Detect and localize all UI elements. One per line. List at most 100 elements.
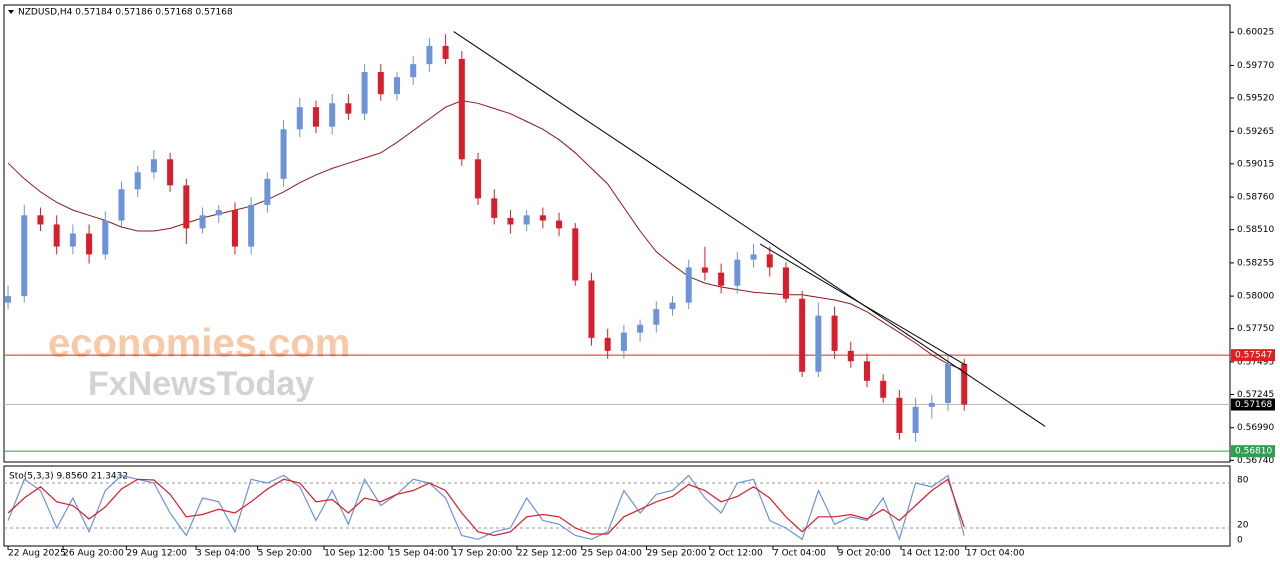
y-tick-label: 0.59265 xyxy=(1237,127,1274,137)
candle-body xyxy=(620,332,627,351)
candle-body xyxy=(215,210,222,216)
candle-body xyxy=(475,159,482,199)
candle-body xyxy=(782,267,789,299)
candle-body xyxy=(329,103,336,127)
y-tick-label: 0.57245 xyxy=(1237,390,1274,400)
candle-body xyxy=(815,315,822,372)
candle-body xyxy=(312,107,319,127)
x-tick-label: 17 Oct 04:00 xyxy=(966,549,1025,559)
x-tick-label: 2 Oct 12:00 xyxy=(710,549,763,559)
candle-body xyxy=(231,210,238,247)
candle-body xyxy=(847,350,854,362)
y-tick-label: 0.59015 xyxy=(1237,159,1274,169)
y-tick-label: 0.58255 xyxy=(1237,258,1274,268)
indicator-title: Sto(5,3,3) 9.8560 21.3432 xyxy=(9,472,128,482)
y-tick-label: 0.57495 xyxy=(1237,357,1274,367)
y-tick-label: 0.58760 xyxy=(1237,193,1274,203)
candle-body xyxy=(945,363,952,403)
y-tick-label: 0.58000 xyxy=(1237,292,1274,302)
watermark: FxNewsToday xyxy=(88,365,314,403)
y-tick-label: 0.59770 xyxy=(1237,61,1274,71)
menu-arrow xyxy=(8,10,14,14)
candle-body xyxy=(264,178,271,205)
candle-body xyxy=(491,198,498,218)
x-tick-label: 29 Aug 12:00 xyxy=(126,549,187,559)
candle-body xyxy=(766,254,773,268)
x-tick-label: 17 Sep 20:00 xyxy=(452,549,512,559)
candle-body xyxy=(69,233,76,247)
y-tick-label: 0.57750 xyxy=(1237,324,1274,334)
candle-body xyxy=(5,296,12,303)
candle-body xyxy=(410,64,417,78)
candle-body xyxy=(880,380,887,398)
x-tick-label: 25 Sep 04:00 xyxy=(582,549,642,559)
x-tick-label: 7 Oct 04:00 xyxy=(773,549,826,559)
x-tick-label: 29 Sep 20:00 xyxy=(647,549,707,559)
candle-body xyxy=(280,129,287,179)
candle-body xyxy=(134,172,141,190)
candle-body xyxy=(426,45,433,65)
candle-body xyxy=(701,267,708,273)
candle-body xyxy=(539,215,546,221)
trendline xyxy=(453,31,1046,427)
x-tick-label: 26 Aug 20:00 xyxy=(63,549,124,559)
candle-body xyxy=(912,406,919,433)
level-tag xyxy=(1231,349,1275,362)
level-tag xyxy=(1231,398,1275,411)
candle-body xyxy=(831,315,838,351)
candle-body xyxy=(102,220,109,255)
y-tick-label: 0.60025 xyxy=(1237,28,1274,38)
candle-body xyxy=(961,363,968,405)
candle-body xyxy=(21,215,28,297)
chart-title: NZDUSD,H4 0.57184 0.57186 0.57168 0.5716… xyxy=(18,8,233,18)
candle-body xyxy=(118,189,125,221)
candle-body xyxy=(248,204,255,247)
candle-body xyxy=(296,107,303,130)
candle-body xyxy=(799,298,806,372)
x-tick-label: 3 Sep 04:00 xyxy=(196,549,251,559)
main-frame xyxy=(3,4,1231,463)
candle-body xyxy=(507,217,514,225)
candle-body xyxy=(183,185,190,229)
candle-body xyxy=(928,402,935,407)
candle-body xyxy=(588,280,595,338)
stochastic-line xyxy=(7,474,965,542)
trendline xyxy=(759,243,967,366)
candle-body xyxy=(734,259,741,286)
candle-body xyxy=(361,71,368,114)
level-label: 0.57168 xyxy=(1235,400,1272,410)
candle-body xyxy=(37,215,44,225)
x-tick-label: 5 Sep 20:00 xyxy=(258,549,313,559)
x-tick-label: 10 Sep 12:00 xyxy=(324,549,384,559)
candle-body xyxy=(863,361,870,381)
y-tick-label: 0.59520 xyxy=(1237,94,1274,104)
level-tag xyxy=(1231,445,1275,458)
x-tick-label: 14 Oct 12:00 xyxy=(901,549,960,559)
candle-body xyxy=(653,309,660,325)
y-tick-label: 0.56740 xyxy=(1237,456,1274,466)
candle-body xyxy=(669,302,676,310)
candle-body xyxy=(685,267,692,303)
x-tick-label: 9 Oct 20:00 xyxy=(838,549,891,559)
moving-average xyxy=(7,100,965,371)
candle-body xyxy=(896,397,903,433)
level-label: 0.57547 xyxy=(1235,351,1272,361)
candle-body xyxy=(442,45,449,59)
candle-body xyxy=(637,324,644,333)
candle-body xyxy=(167,159,174,186)
candle-body xyxy=(572,228,579,281)
indicator-frame xyxy=(3,465,1231,547)
candle-body xyxy=(345,103,352,114)
indicator-tick-label: 80 xyxy=(1237,476,1249,486)
x-tick-label: 22 Aug 2025 xyxy=(8,549,66,559)
indicator-tick-label: 0 xyxy=(1237,536,1243,546)
candle-body xyxy=(604,337,611,351)
y-tick-label: 0.58510 xyxy=(1237,225,1274,235)
candle-body xyxy=(458,58,465,160)
candle-body xyxy=(523,215,530,225)
candle-body xyxy=(377,71,384,95)
candle-body xyxy=(53,224,60,247)
watermark: economies.com xyxy=(48,322,350,366)
